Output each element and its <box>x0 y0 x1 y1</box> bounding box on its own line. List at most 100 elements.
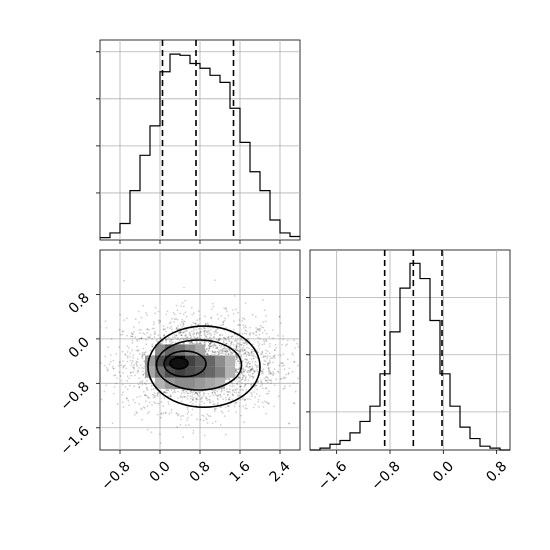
scatter-point <box>146 387 148 390</box>
scatter-point <box>163 334 165 337</box>
scatter-point <box>236 349 239 352</box>
scatter-point <box>222 398 225 400</box>
scatter-point <box>242 342 245 345</box>
scatter-point <box>87 358 89 360</box>
scatter-point <box>207 326 209 329</box>
density-cell <box>155 366 165 378</box>
scatter-point <box>142 353 144 356</box>
scatter-point <box>138 386 141 389</box>
scatter-point <box>262 363 265 365</box>
scatter-point <box>286 339 289 342</box>
scatter-point <box>228 378 230 380</box>
scatter-point <box>222 336 225 339</box>
scatter-point <box>164 412 167 415</box>
scatter-point <box>242 389 245 392</box>
scatter-point <box>225 342 228 345</box>
scatter-point <box>293 361 296 363</box>
scatter-point <box>155 338 158 341</box>
scatter-point <box>264 363 266 366</box>
scatter-point <box>267 362 269 364</box>
scatter-point <box>112 392 115 395</box>
scatter-point <box>213 330 216 333</box>
scatter-point <box>284 376 287 379</box>
scatter-point <box>256 369 258 371</box>
scatter-point <box>235 345 238 348</box>
x-tick-label: 0.0 <box>430 458 457 485</box>
scatter-point <box>168 322 171 325</box>
scatter-point <box>104 355 107 358</box>
scatter-point <box>149 333 152 336</box>
scatter-point <box>248 354 250 356</box>
scatter-point <box>272 374 275 377</box>
scatter-point <box>213 390 216 392</box>
scatter-point <box>153 396 156 398</box>
scatter-point <box>164 391 167 394</box>
scatter-point <box>248 347 251 350</box>
scatter-point <box>109 354 112 356</box>
scatter-point <box>179 312 182 315</box>
scatter-point <box>151 404 153 406</box>
scatter-point <box>250 368 253 371</box>
scatter-point <box>216 398 219 401</box>
scatter-point <box>195 328 198 331</box>
scatter-point <box>216 395 219 397</box>
scatter-point <box>245 343 248 346</box>
scatter-point <box>255 334 257 336</box>
scatter-point <box>267 402 270 405</box>
scatter-point <box>146 328 149 331</box>
scatter-point <box>227 314 230 317</box>
scatter-point <box>224 352 227 355</box>
scatter-point <box>292 382 295 384</box>
scatter-point <box>241 348 243 350</box>
scatter-point <box>187 416 189 419</box>
scatter-point <box>183 331 185 334</box>
scatter-point <box>238 405 241 407</box>
scatter-point <box>251 361 254 363</box>
scatter-point <box>197 324 200 326</box>
scatter-point <box>188 342 191 344</box>
scatter-point <box>231 389 234 392</box>
scatter-point <box>245 350 248 353</box>
scatter-point <box>251 375 254 378</box>
scatter-point <box>212 403 215 406</box>
density-cell <box>155 344 165 356</box>
scatter-point <box>286 343 288 346</box>
scatter-point <box>254 396 257 399</box>
scatter-point <box>121 333 124 336</box>
scatter-point <box>219 333 222 336</box>
scatter-point <box>232 347 235 350</box>
scatter-point <box>244 351 247 354</box>
scatter-point <box>244 383 247 385</box>
scatter-point <box>208 342 211 345</box>
scatter-point <box>179 396 182 398</box>
scatter-point <box>282 353 285 356</box>
scatter-point <box>100 362 102 364</box>
scatter-point <box>263 343 266 345</box>
scatter-point <box>287 372 290 374</box>
scatter-point <box>281 362 283 364</box>
scatter-point <box>228 348 231 351</box>
scatter-point <box>196 337 199 340</box>
scatter-point <box>169 340 172 343</box>
scatter-point <box>131 339 134 342</box>
scatter-point <box>205 331 208 333</box>
scatter-point <box>184 396 187 398</box>
scatter-point <box>292 354 294 356</box>
scatter-point <box>224 396 227 399</box>
scatter-point <box>267 364 270 366</box>
scatter-point <box>193 335 195 338</box>
scatter-point <box>145 312 148 314</box>
scatter-point <box>104 320 107 322</box>
scatter-point <box>240 382 243 384</box>
scatter-point <box>157 334 160 337</box>
scatter-point <box>251 354 254 357</box>
scatter-point <box>230 336 233 339</box>
scatter-point <box>192 402 194 405</box>
scatter-point <box>178 331 181 334</box>
scatter-point <box>173 390 176 393</box>
scatter-point <box>201 397 203 400</box>
scatter-point <box>282 335 284 337</box>
density-cell <box>195 355 205 367</box>
scatter-point <box>206 413 209 416</box>
scatter-point <box>277 334 279 337</box>
